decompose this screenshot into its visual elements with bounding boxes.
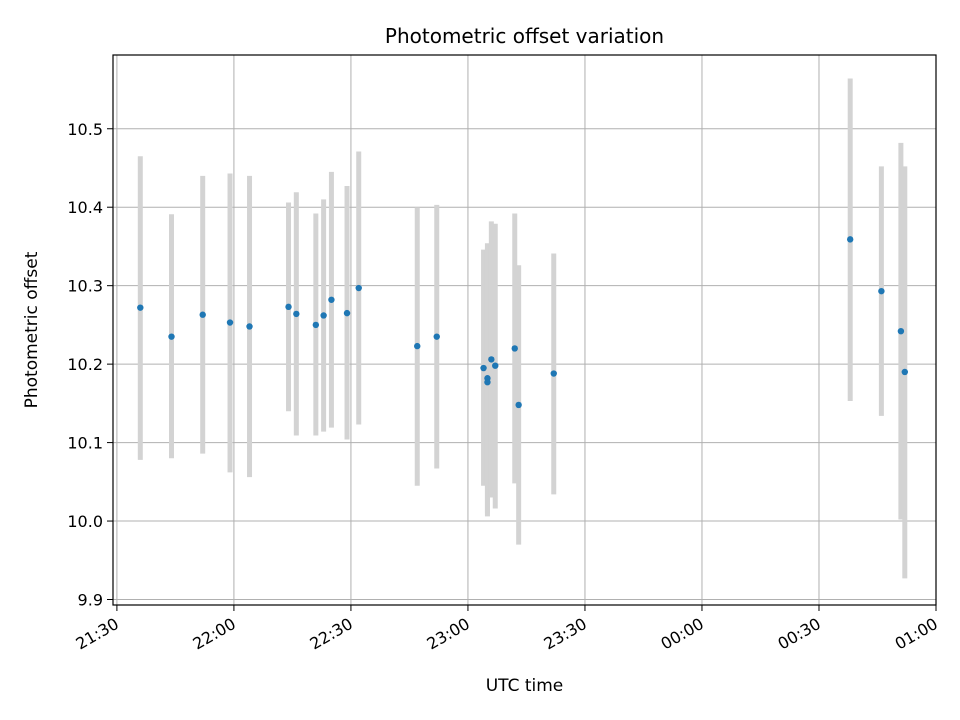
data-point: [484, 378, 491, 386]
y-tick-label: 10.5: [67, 120, 103, 139]
data-point: [550, 370, 557, 377]
data-point: [355, 284, 362, 292]
data-point: [328, 296, 335, 303]
data-point: [137, 304, 144, 311]
plot-frame: [112, 54, 937, 606]
y-axis-ticks: 9.9 10.0 10.1 10.2 10.3 10.4 10.5: [67, 120, 113, 610]
data-point: [168, 333, 175, 340]
data-point: [878, 287, 885, 295]
data-point: [320, 312, 327, 319]
y-tick-label: 10.1: [67, 434, 103, 453]
data-point: [343, 309, 351, 317]
data-point: [199, 311, 206, 318]
data-point: [897, 327, 905, 335]
data-point: [480, 364, 487, 372]
y-tick-label: 10.4: [67, 198, 103, 217]
y-tick-label: 10.3: [67, 277, 103, 296]
y-tick-label: 10.0: [67, 512, 103, 531]
data-point: [488, 356, 495, 363]
data-point: [293, 310, 300, 318]
y-tick-label: 9.9: [78, 591, 103, 610]
data-point: [285, 303, 292, 311]
chart-title: Photometric offset variation: [385, 24, 664, 48]
data-point: [226, 319, 234, 326]
x-axis-label: UTC time: [486, 676, 564, 696]
data-point: [901, 368, 908, 376]
data-point: [312, 321, 320, 329]
data-point: [511, 345, 518, 352]
data-point: [246, 323, 253, 330]
data-point: [492, 362, 499, 369]
data-point: [846, 236, 854, 243]
y-axis-label: Photometric offset: [22, 251, 42, 408]
data-point: [515, 401, 522, 409]
data-point: [414, 342, 421, 350]
data-points: [137, 236, 908, 409]
y-tick-label: 10.2: [67, 355, 103, 374]
data-point: [433, 333, 440, 340]
